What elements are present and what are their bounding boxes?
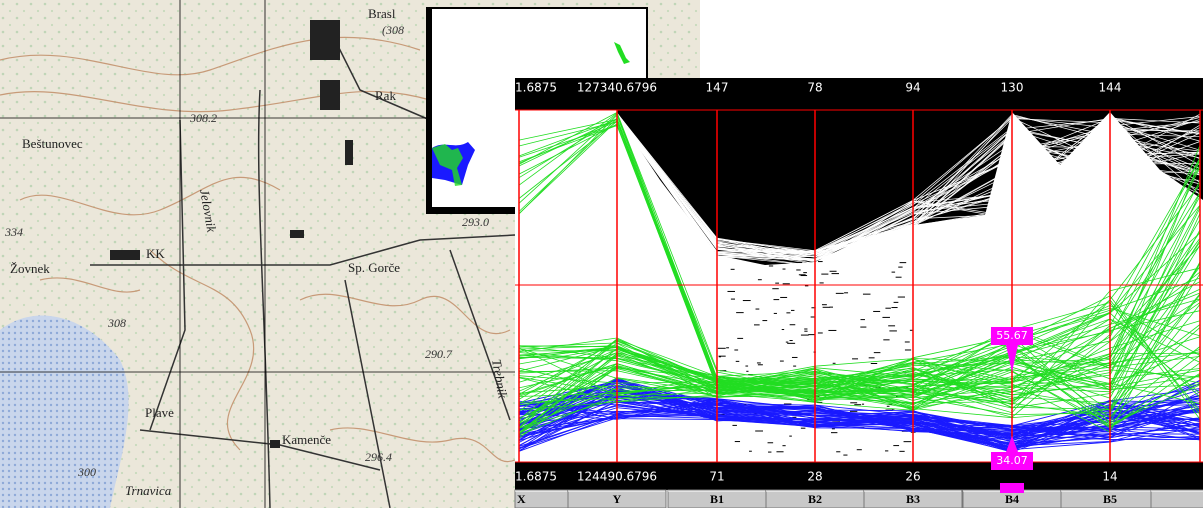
map-label: Brasl	[368, 6, 396, 21]
axis-header-button[interactable]: B3	[863, 489, 963, 508]
dense-region	[617, 110, 1203, 265]
axis-min-label: 26	[905, 470, 920, 484]
map-label: Beštunovec	[22, 136, 83, 151]
overlay-region	[614, 42, 630, 64]
map-label: Trebnik	[489, 358, 511, 399]
map-label: Trnavica	[125, 483, 172, 498]
axis-header-button[interactable]: B1	[667, 489, 767, 508]
polyline	[518, 324, 1201, 409]
marker-label: 34.07	[996, 454, 1028, 467]
marker-arrow	[1006, 345, 1018, 372]
axis-max-label: 144	[1099, 81, 1122, 95]
map-label: 293.0	[462, 215, 489, 229]
bottom-label-bar	[515, 462, 1203, 490]
axis-max-label: 130	[1001, 81, 1024, 95]
map-label: Kamenče	[282, 432, 331, 447]
axis-max-label: 127340.6796	[577, 81, 657, 95]
axis-max-label: 147	[706, 81, 729, 95]
polyline	[518, 380, 1201, 439]
polyline	[518, 292, 1201, 398]
marker-arrow	[1006, 436, 1018, 452]
map-water	[0, 315, 129, 508]
map-label: Rak	[375, 88, 396, 103]
axis-min-label: 14	[1102, 470, 1117, 484]
axis-header-label: B1	[710, 492, 724, 506]
marker-box	[991, 327, 1033, 345]
map-label: Žovnek	[10, 261, 50, 276]
axis-header-button[interactable]: B2	[765, 489, 865, 508]
map-label: 290.7	[425, 347, 453, 361]
axis-max-label: 78	[807, 81, 822, 95]
map-label: Sp. Gorče	[348, 260, 400, 275]
map-contours	[0, 36, 516, 463]
map-label: 296.4	[365, 450, 392, 464]
axis-min-label: 1.6875	[515, 470, 557, 484]
button-face	[567, 489, 667, 508]
polyline	[518, 332, 1201, 434]
polyline	[518, 113, 1201, 262]
range-marker[interactable]: 55.67	[991, 327, 1033, 372]
polyline	[518, 391, 1201, 452]
axis-max-label: 1.6875	[515, 81, 557, 95]
polyline	[518, 205, 1201, 411]
map-label: 300	[77, 465, 96, 479]
polyline	[518, 115, 1201, 256]
polyline	[518, 307, 1201, 390]
axis-header-label: B5	[1103, 492, 1117, 506]
axis-header-label: X	[517, 492, 526, 506]
marker-box	[991, 452, 1033, 470]
axes: 1.6875 1.6875 127340.6796 124490.6796 147 71 7…	[515, 81, 1203, 484]
axis-min-label: 71	[709, 470, 724, 484]
axis-min-label: 28	[807, 470, 822, 484]
polyline	[518, 273, 1201, 434]
axis-header-button[interactable]: X	[514, 489, 569, 508]
map-buildings	[110, 20, 353, 448]
polyline	[518, 114, 1201, 261]
polyline	[518, 336, 1201, 401]
polyline	[518, 302, 1201, 396]
polyline	[518, 395, 1201, 446]
marker-label: 55.67	[996, 329, 1028, 342]
polyline	[518, 114, 1201, 391]
axis-max-label: 94	[905, 81, 920, 95]
parallel-plot: 1.6875 1.6875 127340.6796 124490.6796 147 71 7…	[515, 78, 1203, 508]
axis-header-button[interactable]	[1150, 489, 1203, 508]
polyline	[518, 120, 1201, 408]
map-label: KK	[146, 246, 165, 261]
map-label: Jelovnik	[197, 188, 219, 233]
axis-header-label: B2	[808, 492, 822, 506]
axis-header-button[interactable]: Y	[567, 489, 667, 508]
polyline	[518, 123, 1201, 429]
polyline	[518, 111, 1201, 402]
axis-min-label: 124490.6796	[577, 470, 657, 484]
map-label: (308	[382, 23, 404, 37]
button-face	[1150, 489, 1203, 508]
marker-box	[1000, 483, 1024, 493]
polyline	[518, 347, 1201, 428]
range-marker[interactable]: 34.07	[991, 436, 1033, 470]
polyline	[518, 346, 1201, 439]
polyline	[518, 401, 1201, 451]
polyline	[518, 112, 1201, 406]
axis-header-label: Y	[613, 492, 622, 506]
axis-header-button[interactable]: B5	[1060, 489, 1160, 508]
top-label-bar	[515, 78, 1203, 110]
polyline	[518, 266, 1201, 429]
polyline	[518, 180, 1201, 409]
polyline	[518, 117, 1201, 396]
map-label: 334	[4, 225, 23, 239]
overlay-border	[427, 8, 432, 213]
button-face	[863, 489, 963, 508]
overlay-region	[432, 144, 463, 186]
map-label: 308	[107, 316, 126, 330]
polyline	[518, 398, 1201, 433]
polylines	[518, 111, 1201, 456]
axis-header-label: B4	[1005, 492, 1019, 506]
map-label: Plave	[145, 405, 174, 420]
axis-header-label: B3	[906, 492, 920, 506]
map-label: 308.2	[189, 111, 217, 125]
